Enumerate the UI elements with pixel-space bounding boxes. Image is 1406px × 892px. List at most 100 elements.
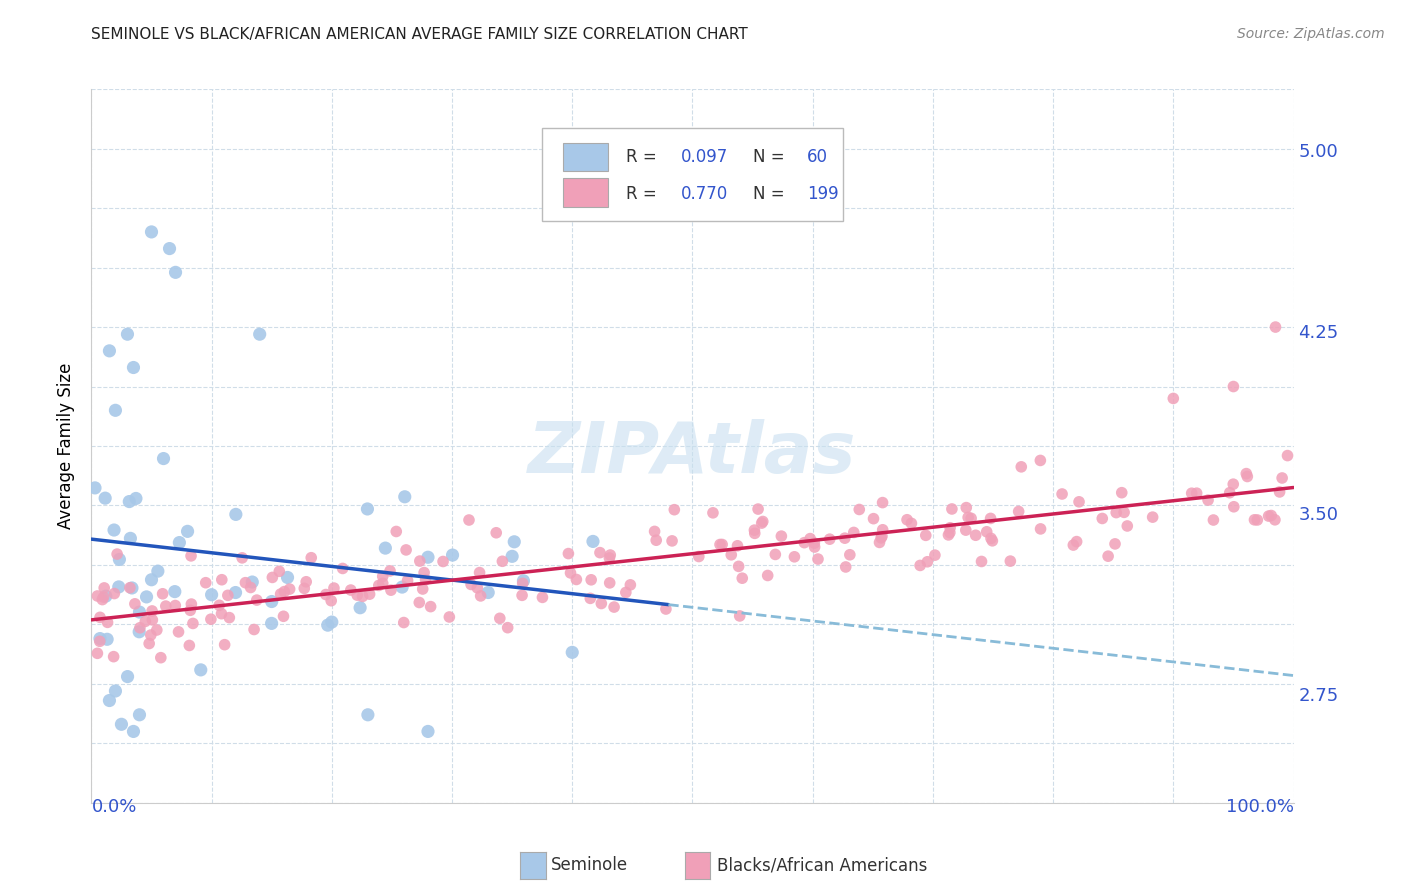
Point (818, 532, 841, 546)
Point (1264, 513, 1286, 527)
Point (396, 574, 419, 588)
FancyBboxPatch shape (562, 178, 609, 207)
Point (141, 225, 163, 239)
Point (1185, 486, 1208, 500)
Text: 199: 199 (807, 186, 838, 203)
Point (292, 582, 315, 596)
Point (231, 550, 253, 565)
Point (395, 543, 418, 558)
Point (565, 573, 588, 587)
Point (146, 623, 169, 637)
Point (415, 573, 437, 587)
Point (246, 593, 269, 607)
Point (93, 581, 115, 595)
Point (339, 582, 361, 597)
Point (1029, 522, 1052, 536)
Point (803, 536, 825, 550)
Text: Blacks/African Americans: Blacks/African Americans (717, 856, 928, 874)
Point (129, 621, 152, 635)
Point (122, 724, 145, 739)
Point (941, 502, 963, 516)
FancyBboxPatch shape (543, 128, 842, 221)
Point (93, 590, 115, 604)
Point (120, 532, 142, 546)
Point (1260, 508, 1282, 523)
Point (485, 525, 508, 540)
Point (108, 552, 131, 566)
Point (141, 604, 163, 618)
Point (872, 523, 894, 537)
Point (323, 581, 346, 595)
Point (105, 547, 128, 561)
Point (122, 360, 145, 375)
Point (1181, 486, 1204, 500)
Point (799, 532, 821, 546)
Point (458, 513, 481, 527)
Point (465, 581, 488, 595)
Point (477, 585, 499, 599)
Point (1197, 493, 1219, 508)
Point (159, 242, 181, 256)
Point (165, 265, 187, 279)
Point (589, 546, 612, 560)
Point (503, 534, 526, 549)
Point (239, 581, 262, 595)
Point (118, 581, 141, 595)
Point (1246, 513, 1268, 527)
Point (561, 645, 583, 659)
Text: 0.097: 0.097 (681, 148, 728, 166)
Point (270, 587, 292, 601)
Point (378, 564, 401, 578)
Point (167, 624, 190, 639)
Point (1112, 505, 1135, 519)
Point (838, 548, 860, 562)
Point (240, 575, 263, 590)
Point (957, 510, 980, 524)
Point (834, 531, 856, 545)
Point (655, 602, 678, 616)
Point (118, 494, 141, 508)
Point (747, 502, 769, 516)
Point (152, 587, 174, 601)
Text: 60: 60 (807, 148, 828, 166)
Point (165, 599, 187, 613)
Point (614, 585, 637, 599)
Point (91, 592, 114, 607)
Text: N =: N = (752, 148, 789, 166)
Point (249, 327, 271, 342)
Point (84, 481, 107, 495)
Point (1202, 513, 1225, 527)
Point (103, 586, 125, 600)
Point (496, 621, 519, 635)
Point (727, 559, 749, 574)
Point (439, 610, 461, 624)
Point (260, 616, 283, 631)
Point (200, 588, 222, 602)
Point (1277, 449, 1299, 463)
Point (125, 491, 148, 506)
Point (688, 549, 710, 564)
Point (980, 511, 1002, 525)
Point (579, 573, 602, 587)
Point (180, 549, 202, 563)
Point (1105, 506, 1128, 520)
Point (763, 548, 786, 562)
Point (848, 502, 870, 516)
Point (385, 524, 408, 539)
Point (416, 724, 439, 739)
Point (273, 609, 295, 624)
Point (94, 589, 117, 603)
Point (110, 717, 132, 731)
Point (392, 615, 415, 630)
Text: R =: R = (626, 186, 662, 203)
Point (491, 554, 513, 568)
Point (432, 554, 454, 568)
Point (86, 589, 108, 603)
Point (321, 615, 343, 629)
Point (1010, 459, 1032, 474)
Text: N =: N = (752, 186, 789, 203)
Point (598, 551, 620, 566)
Point (96, 632, 118, 647)
Point (243, 623, 266, 637)
Point (939, 521, 962, 535)
